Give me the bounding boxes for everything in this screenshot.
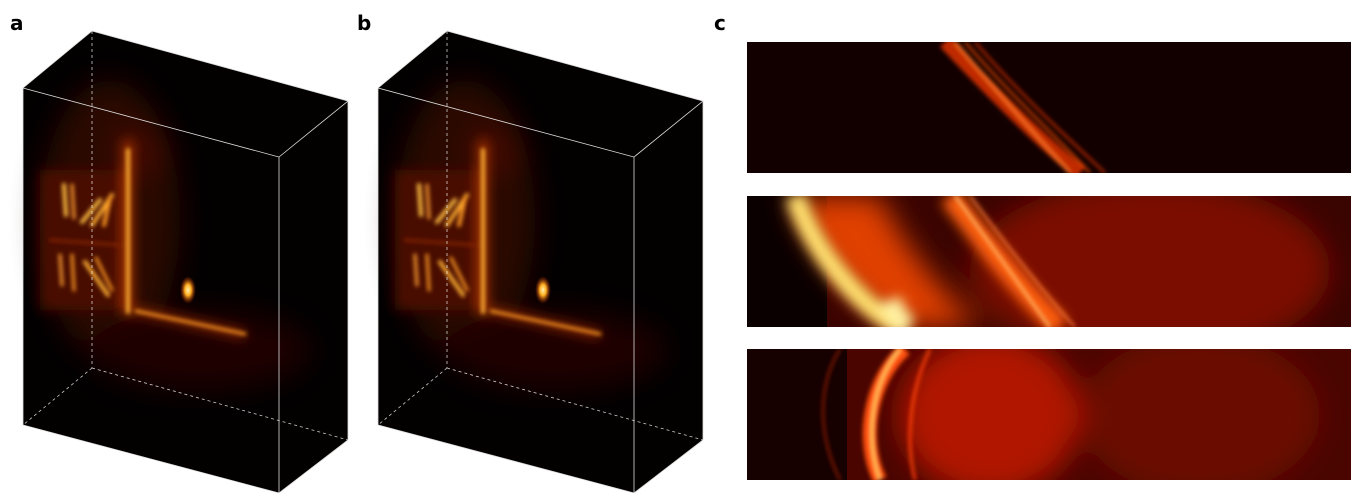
panel-label: a <box>10 11 24 35</box>
volume-rendering <box>23 31 348 493</box>
measurement-image <box>747 42 1351 173</box>
measurement-image <box>747 180 1351 360</box>
panel-label: b <box>357 11 371 35</box>
figure: a b c <box>0 0 1351 493</box>
measurement-image <box>747 335 1351 493</box>
volume-rendering <box>378 31 703 493</box>
panel-label: c <box>714 11 726 35</box>
